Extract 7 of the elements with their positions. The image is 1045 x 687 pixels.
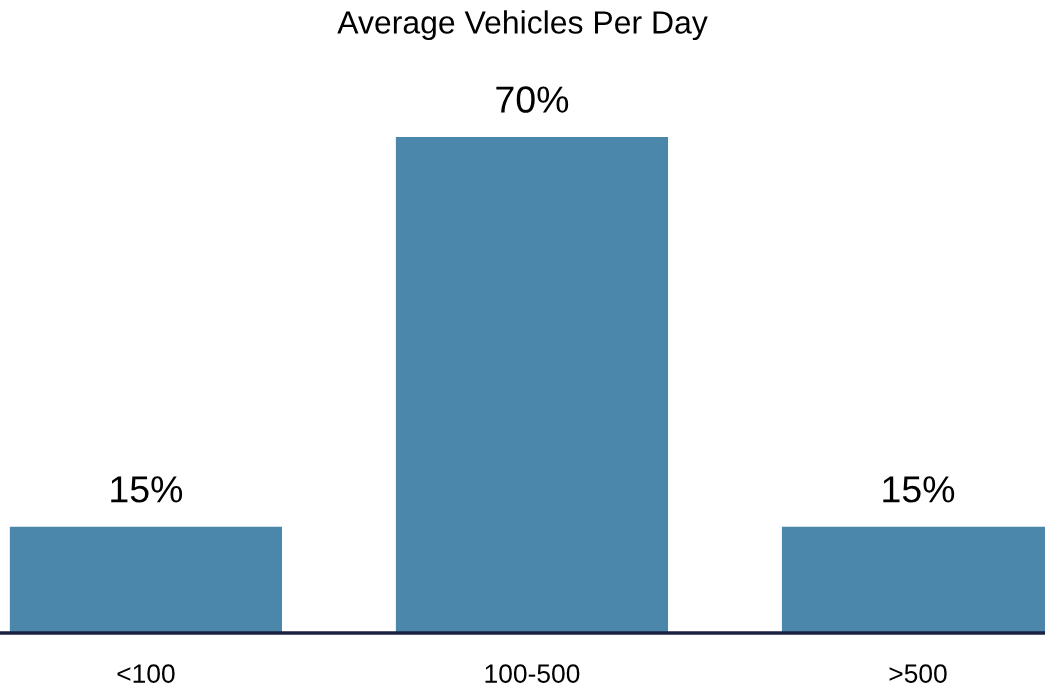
data-label: 15%: [883, 476, 955, 503]
chart-title: Average Vehicles Per Day: [337, 10, 708, 41]
data-label: 15%: [111, 476, 183, 503]
x-tick-label: >500: [889, 664, 947, 683]
x-tick-label: 100-500: [485, 664, 580, 683]
data-label: 70%: [496, 86, 569, 113]
x-tick-label: <100: [117, 664, 175, 683]
